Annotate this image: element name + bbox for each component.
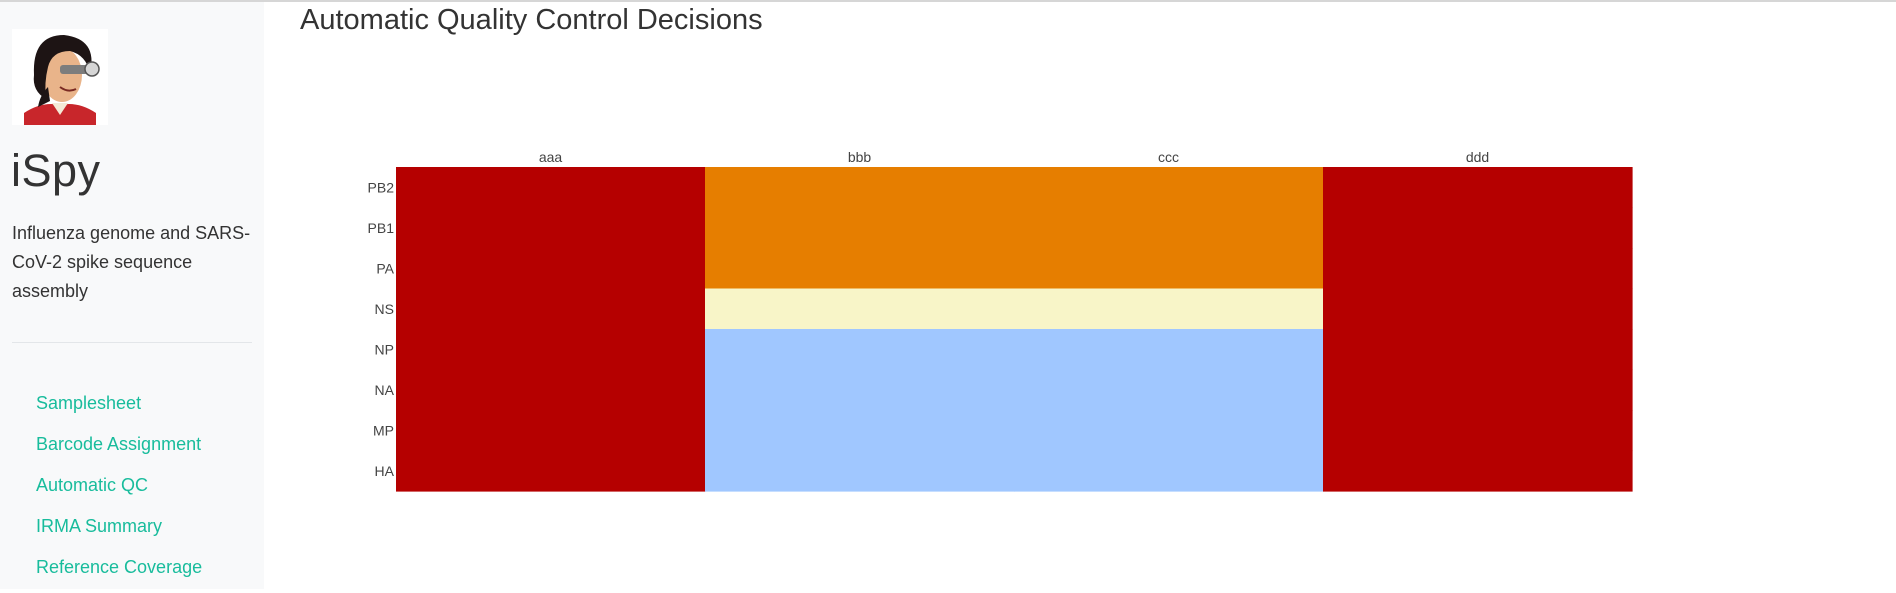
sidebar: iSpy Influenza genome and SARS-CoV-2 spi…: [0, 2, 264, 589]
heatmap-cell-pb1-aaa[interactable]: [396, 207, 706, 249]
heatmap-cell-pb1-ddd[interactable]: [1323, 207, 1633, 249]
heatmap-cell-mp-aaa[interactable]: [396, 410, 706, 452]
x-tick-label: ccc: [1158, 149, 1179, 165]
heatmap-cell-np-bbb[interactable]: [705, 329, 1015, 371]
x-tick-label: ddd: [1466, 149, 1489, 165]
nav-item-samplesheet[interactable]: Samplesheet: [36, 393, 142, 413]
app-subtitle: Influenza genome and SARS-CoV-2 spike se…: [12, 223, 251, 301]
heatmap-cell-ns-bbb[interactable]: [705, 288, 1015, 330]
heatmap-cell-pb1-bbb[interactable]: [705, 207, 1015, 249]
y-tick-label: HA: [375, 463, 395, 479]
heatmap-cell-ha-ddd[interactable]: [1323, 450, 1633, 492]
heatmap-cell-pa-ddd[interactable]: [1323, 248, 1633, 290]
heatmap-cell-mp-ccc[interactable]: [1014, 410, 1324, 452]
heatmap-cell-pa-ccc[interactable]: [1014, 248, 1324, 290]
heatmap-cell-np-aaa[interactable]: [396, 329, 706, 371]
x-tick-label: aaa: [539, 149, 563, 165]
x-tick-label: bbb: [848, 149, 872, 165]
heatmap-cell-ns-aaa[interactable]: [396, 288, 706, 330]
heatmap-cell-ha-aaa[interactable]: [396, 450, 706, 492]
y-tick-label: PB1: [368, 220, 395, 236]
heatmap-cell-na-bbb[interactable]: [705, 369, 1015, 411]
heatmap-cell-mp-bbb[interactable]: [705, 410, 1015, 452]
y-tick-label: NP: [375, 341, 394, 357]
y-tick-label: NS: [375, 301, 394, 317]
sidebar-nav: Samplesheet Barcode Assignment Automatic…: [36, 388, 202, 593]
y-tick-label: PA: [376, 260, 394, 276]
heatmap-cell-np-ccc[interactable]: [1014, 329, 1324, 371]
heatmap-cell-pb2-aaa[interactable]: [396, 167, 706, 209]
nav-item-barcode-assignment[interactable]: Barcode Assignment: [36, 434, 202, 454]
y-tick-label: NA: [375, 382, 395, 398]
heatmap-cell-pb1-ccc[interactable]: [1014, 207, 1324, 249]
nav-item-irma-summary[interactable]: IRMA Summary: [36, 516, 163, 536]
y-tick-label: PB2: [368, 179, 395, 195]
heatmap-cell-pa-aaa[interactable]: [396, 248, 706, 290]
sidebar-divider: [12, 342, 252, 343]
page-title: Automatic Quality Control Decisions: [300, 4, 763, 36]
heatmap-cell-pa-bbb[interactable]: [705, 248, 1015, 290]
top-border: [0, 0, 1896, 2]
nav-item-reference-coverage[interactable]: Reference Coverage: [36, 557, 203, 577]
heatmap-cell-pb2-bbb[interactable]: [705, 167, 1015, 209]
heatmap-cell-na-aaa[interactable]: [396, 369, 706, 411]
heatmap-cell-ha-ccc[interactable]: [1014, 450, 1324, 492]
heatmap-cells: [396, 167, 1633, 492]
heatmap-cell-pb2-ddd[interactable]: [1323, 167, 1633, 209]
heatmap-cell-na-ccc[interactable]: [1014, 369, 1324, 411]
heatmap-cell-na-ddd[interactable]: [1323, 369, 1633, 411]
y-tick-label: MP: [373, 422, 394, 438]
heatmap-cell-pb2-ccc[interactable]: [1014, 167, 1324, 209]
heatmap-x-tick-labels: aaa bbb ccc ddd: [539, 149, 1489, 165]
app-title: iSpy: [11, 145, 101, 196]
heatmap-cell-ha-bbb[interactable]: [705, 450, 1015, 492]
heatmap-y-tick-labels: PB2 PB1 PA NS NP NA MP HA: [368, 179, 395, 479]
heatmap-cell-ns-ddd[interactable]: [1323, 288, 1633, 330]
logo-icon: [12, 29, 108, 125]
heatmap-cell-np-ddd[interactable]: [1323, 329, 1633, 371]
nav-item-automatic-qc[interactable]: Automatic QC: [36, 475, 149, 495]
heatmap-cell-mp-ddd[interactable]: [1323, 410, 1633, 452]
heatmap-cell-ns-ccc[interactable]: [1014, 288, 1324, 330]
